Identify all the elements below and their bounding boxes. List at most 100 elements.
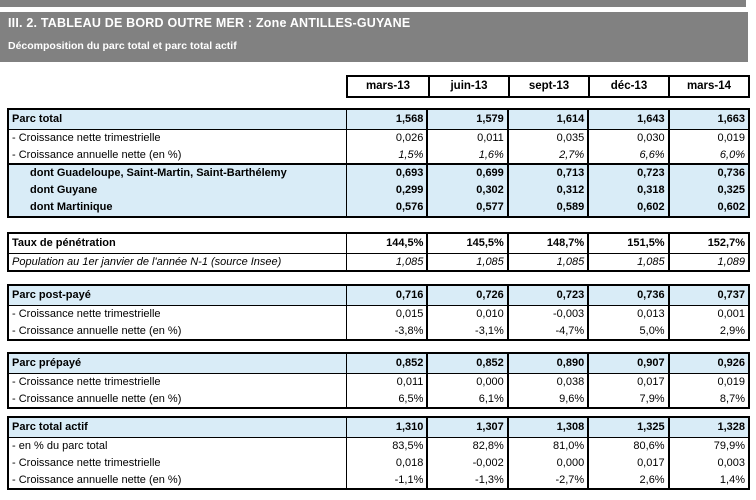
cell-value: 8,7% [667, 391, 748, 408]
cell-value: 0,003 [667, 455, 748, 472]
cell-value: 0,736 [587, 286, 667, 305]
cell-value: 0,010 [426, 306, 506, 323]
cell-value: 0,035 [506, 130, 587, 147]
cell-value: 0,693 [346, 165, 426, 182]
cell-value: 0,723 [506, 286, 587, 305]
row-label: - Croissance nette trimestrielle [12, 132, 161, 144]
cell-value: 0,030 [587, 130, 667, 147]
cell-value: 1,6% [426, 147, 506, 164]
cell-value: 0,312 [506, 182, 587, 199]
cell-value: -3,1% [426, 323, 506, 340]
cell-value: 0,000 [426, 374, 506, 391]
cell-value: 0,736 [667, 165, 748, 182]
row-label: - Croissance annuelle nette (en %) [12, 474, 182, 486]
cell-value: 2,9% [667, 323, 748, 340]
cell-value: 6,6% [587, 147, 667, 164]
cell-value: 0,602 [667, 199, 748, 216]
cell-value: 1,085 [346, 254, 426, 271]
row-label: Taux de pénétration [12, 237, 116, 249]
table-row-croissance-annuelle: - Croissance annuelle nette (en %) 1,5% … [9, 147, 748, 164]
cell-value: 0,299 [346, 182, 426, 199]
cell-value: -0,003 [506, 306, 587, 323]
cell-value: 7,9% [587, 391, 667, 408]
cell-value: 1,085 [587, 254, 667, 271]
row-label: - Croissance annuelle nette (en %) [12, 325, 182, 337]
table-row-parc-total: Parc total 1,568 1,579 1,614 1,643 1,663 [9, 110, 748, 130]
cell-value: 0,013 [587, 306, 667, 323]
cell-value: 6,1% [426, 391, 506, 408]
row-label: Parc total actif [12, 421, 88, 433]
cell-value: 148,7% [506, 234, 587, 253]
cell-value: 2,6% [587, 472, 667, 489]
cell-value: 1,089 [667, 254, 748, 271]
row-label: - Croissance annuelle nette (en %) [12, 149, 182, 161]
cell-value: 0,018 [346, 455, 426, 472]
cell-value: 0,576 [346, 199, 426, 216]
section-parc-prepaye: Parc prépayé 0,852 0,852 0,890 0,907 0,9… [7, 352, 750, 409]
cell-value: 1,4% [667, 472, 748, 489]
cell-value: 0,026 [346, 130, 426, 147]
table-row-croissance-nette: - Croissance nette trimestrielle 0,026 0… [9, 130, 748, 147]
cell-value: -3,8% [346, 323, 426, 340]
table-row-croissance-nette: - Croissance nette trimestrielle 0,018 -… [9, 455, 748, 472]
row-label: dont Guyane [30, 184, 98, 196]
cell-value: 0,716 [346, 286, 426, 305]
column-header-sept-13: sept-13 [508, 77, 588, 96]
section-parc-total: Parc total 1,568 1,579 1,614 1,643 1,663… [7, 108, 750, 165]
cell-value: 0,019 [667, 130, 748, 147]
cell-value: 0,723 [587, 165, 667, 182]
cell-value: 1,307 [426, 418, 506, 437]
cell-value: 0,001 [667, 306, 748, 323]
cell-value: 0,011 [346, 374, 426, 391]
cell-value: 0,318 [587, 182, 667, 199]
cell-value: 0,011 [426, 130, 506, 147]
table-row-parc-post-paye: Parc post-payé 0,716 0,726 0,723 0,736 0… [9, 286, 748, 306]
cell-value: 1,328 [667, 418, 748, 437]
cell-value: 1,5% [346, 147, 426, 164]
cell-value: 9,6% [506, 391, 587, 408]
table-row-dont-guadeloupe: dont Guadeloupe, Saint-Martin, Saint-Bar… [9, 165, 748, 182]
page-title: III. 2. TABLEAU DE BORD OUTRE MER : Zone… [8, 16, 411, 30]
cell-value: 0,015 [346, 306, 426, 323]
table-row-croissance-annuelle: - Croissance annuelle nette (en %) 6,5% … [9, 391, 748, 408]
row-label: - en % du parc total [12, 440, 108, 452]
cell-value: 1,085 [426, 254, 506, 271]
cell-value: 1,643 [587, 110, 667, 129]
cell-value: 1,579 [426, 110, 506, 129]
table-row-croissance-annuelle: - Croissance annuelle nette (en %) -3,8%… [9, 323, 748, 340]
cell-value: 0,577 [426, 199, 506, 216]
section-taux-penetration: Taux de pénétration 144,5% 145,5% 148,7%… [7, 232, 750, 272]
cell-value: 0,000 [506, 455, 587, 472]
cell-value: 145,5% [426, 234, 506, 253]
row-label: dont Martinique [30, 201, 113, 213]
column-header-juin-13: juin-13 [428, 77, 508, 96]
cell-value: 0,890 [506, 354, 587, 373]
table-row-parc-prepaye: Parc prépayé 0,852 0,852 0,890 0,907 0,9… [9, 354, 748, 374]
cell-value: 0,852 [426, 354, 506, 373]
row-label: - Croissance nette trimestrielle [12, 376, 161, 388]
row-label: - Croissance annuelle nette (en %) [12, 393, 182, 405]
cell-value: 2,7% [506, 147, 587, 164]
cell-value: 0,017 [587, 374, 667, 391]
cell-value: 81,0% [506, 438, 587, 455]
cell-value: 1,614 [506, 110, 587, 129]
cell-value: 0,907 [587, 354, 667, 373]
cell-value: 0,302 [426, 182, 506, 199]
cell-value: 6,5% [346, 391, 426, 408]
cell-value: -2,7% [506, 472, 587, 489]
cell-value: 1,663 [667, 110, 748, 129]
cell-value: 0,325 [667, 182, 748, 199]
cell-value: 0,726 [426, 286, 506, 305]
section-parc-total-detail: dont Guadeloupe, Saint-Martin, Saint-Bar… [7, 163, 750, 218]
column-header-dec-13: déc-13 [588, 77, 668, 96]
cell-value: 0,589 [506, 199, 587, 216]
table-row-population: Population au 1er janvier de l'année N-1… [9, 254, 748, 271]
cell-value: 1,325 [587, 418, 667, 437]
section-parc-post-paye: Parc post-payé 0,716 0,726 0,723 0,736 0… [7, 284, 750, 341]
table-row-croissance-annuelle: - Croissance annuelle nette (en %) -1,1%… [9, 472, 748, 489]
cell-value: 83,5% [346, 438, 426, 455]
cell-value: 82,8% [426, 438, 506, 455]
cell-value: 5,0% [587, 323, 667, 340]
row-label: dont Guadeloupe, Saint-Martin, Saint-Bar… [30, 167, 287, 179]
